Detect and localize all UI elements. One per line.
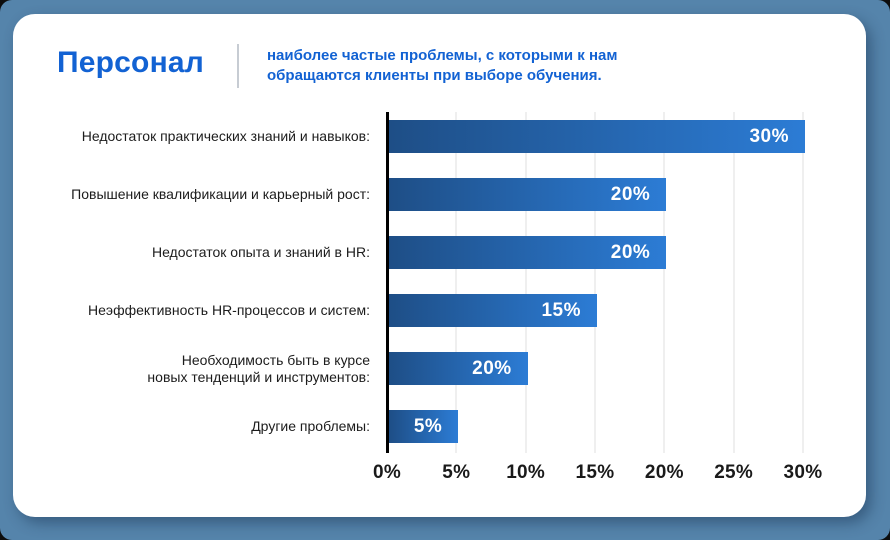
bar-value-label: 20%: [610, 183, 651, 205]
x-tick-label: 5%: [442, 462, 471, 483]
category-label: Необходимость быть в курсе новых тенденц…: [147, 351, 370, 385]
gridline: [663, 112, 666, 453]
category-label: Повышение квалификации и карьерный рост:: [71, 186, 370, 202]
x-tick-label: 30%: [783, 462, 823, 483]
x-tick-label: 20%: [644, 462, 684, 483]
bar: 30%: [389, 120, 805, 153]
bar-chart: Недостаток практических знаний и навыков…: [13, 112, 866, 512]
bar-value-label: 5%: [413, 415, 443, 437]
plot-area: 30% 20% 20% 15% 20% 5% 0% 5% 10% 15% 20% 25% 30%: [373, 112, 822, 483]
x-tick-label: 25%: [714, 462, 754, 483]
bar: 15%: [389, 294, 597, 327]
gridline: [594, 112, 596, 453]
content-card: Персонал наиболее частые проблемы, с кот…: [13, 14, 866, 517]
bar-value-label: 20%: [472, 357, 512, 379]
category-label: Недостаток опыта и знаний в HR:: [151, 244, 370, 260]
x-tick-label: 10%: [506, 462, 546, 483]
bar: 5%: [389, 410, 459, 443]
x-tick-label: 0%: [372, 462, 402, 483]
bar-value-label: 20%: [610, 241, 651, 263]
x-tick-label: 15%: [575, 462, 615, 483]
bar-value-label: 30%: [749, 125, 789, 147]
gridline: [524, 112, 527, 453]
gridline: [732, 112, 735, 453]
bar-value-label: 15%: [541, 299, 581, 321]
bar: 20%: [389, 236, 667, 269]
page-subtitle: наиболее частые проблемы, с которыми к н…: [267, 47, 618, 84]
bar: 20%: [389, 352, 528, 385]
category-labels-column: Недостаток практических знаний и навыков…: [13, 112, 370, 453]
bar: 20%: [389, 178, 667, 211]
y-axis-line: [386, 112, 389, 453]
page-title: Персонал: [57, 46, 205, 79]
gridline: [455, 112, 458, 453]
header-divider: [237, 44, 239, 88]
category-label: Другие проблемы:: [251, 418, 370, 434]
gridline: [802, 112, 804, 453]
category-label: Неэффективность HR-процессов и систем:: [88, 302, 370, 318]
category-label: Недостаток практических знаний и навыков…: [81, 128, 370, 144]
